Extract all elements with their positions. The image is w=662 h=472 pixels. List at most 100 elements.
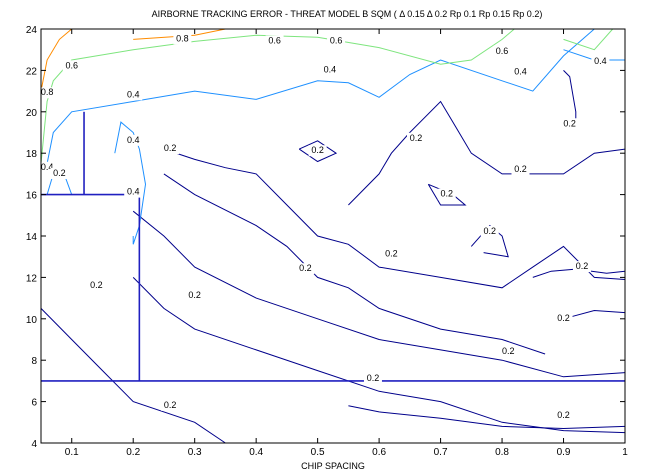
contour-label-bg (554, 410, 573, 422)
contour-label: 0.4 (127, 187, 140, 197)
contour-label: 0.4 (594, 56, 607, 66)
contour-label-bg (560, 118, 579, 130)
x-tick-label: 0.9 (557, 447, 571, 458)
x-tick-label: 1 (622, 447, 628, 458)
contour-label-bg (437, 188, 456, 200)
contour-label: 0.2 (385, 249, 398, 259)
contour-label: 0.8 (41, 87, 54, 97)
contour-label: 0.4 (127, 89, 140, 99)
y-tick-label: 10 (26, 315, 38, 326)
contour-label: 0.4 (127, 135, 140, 145)
y-axis: 4 6 8 10 12 14 16 18 20 22 24 (26, 25, 625, 450)
contour-label-bg (50, 167, 69, 179)
reference-lines (41, 111, 625, 382)
contour-line-02-7 (563, 309, 626, 320)
contour-line-02-9 (298, 140, 338, 163)
contour-label-bg (591, 56, 610, 68)
contour-line-02-5 (163, 148, 626, 289)
contour-label: 0.2 (514, 164, 527, 174)
x-tick-label: 0.5 (311, 447, 325, 458)
contour-line-08-20 (133, 28, 226, 40)
contour-label: 0.2 (53, 168, 66, 178)
contour-label: 0.4 (514, 67, 527, 77)
contour-label: 0.2 (576, 261, 589, 271)
contour-label-bg (493, 45, 512, 57)
contour-label: 0.6 (496, 46, 509, 56)
x-axis: 0.1 0.2 0.3 0.4 0.5 0.6 0.7 0.8 0.9 1 (65, 29, 628, 458)
contour-label-bg (173, 33, 192, 45)
contour-label-bg (124, 89, 143, 101)
contour-label-bg (480, 225, 499, 237)
contour-label: 0.2 (410, 133, 423, 143)
contour-label-bg (308, 145, 327, 157)
y-tick-label: 16 (26, 191, 38, 202)
contour-label-bg (327, 35, 346, 47)
contour-label: 0.4 (324, 64, 337, 74)
y-tick-label: 12 (26, 273, 38, 284)
contour-label-bg (499, 345, 518, 357)
contour-label: 0.6 (65, 60, 78, 70)
contour-label-bg (124, 134, 143, 146)
contour-label: 0.8 (176, 33, 189, 43)
contour-label: 0.2 (90, 280, 103, 290)
contour-line-04-15 (114, 121, 147, 245)
contour-line-02-4 (348, 405, 626, 430)
contour-line-02-12 (563, 70, 577, 123)
contour-line-08-19 (40, 28, 73, 92)
contour-label-bg (511, 66, 530, 78)
contour-label-bg (38, 161, 57, 173)
contour-label-bg (87, 279, 106, 291)
contour-label-bg (382, 248, 401, 260)
contour-line-04-13 (46, 28, 595, 164)
contour-labels: 0.8 0.6 0.60.6 0.40.40.60.40.40.20.20.20.20… (38, 33, 610, 422)
contour-label-bg (363, 372, 382, 384)
contour-line-02-3 (163, 173, 546, 355)
contour-label-bg (161, 143, 180, 155)
chart-title: AIRBORNE TRACKING ERROR - THREAT MODEL B… (152, 9, 543, 19)
x-tick-label: 0.4 (249, 447, 263, 458)
contour-label-bg (185, 290, 204, 302)
contour-label-bg (161, 399, 180, 411)
x-tick-label: 0.3 (188, 447, 202, 458)
y-tick-label: 18 (26, 149, 38, 160)
contour-line-06-17 (40, 28, 515, 164)
contour-label-bg (320, 64, 339, 76)
contour-label: 0.2 (164, 143, 177, 153)
contour-label: 0.2 (188, 290, 201, 300)
contour-label-bg (38, 87, 57, 99)
contour-line-06-18 (563, 28, 614, 51)
y-tick-label: 20 (26, 108, 38, 119)
y-tick-label: 6 (31, 398, 37, 409)
contour-label: 0.4 (41, 162, 54, 172)
x-tick-label: 0.6 (372, 447, 386, 458)
contour-label-bg (265, 35, 284, 47)
contour-line-02-1 (132, 277, 626, 434)
contour-line-02-2 (132, 210, 626, 378)
x-tick-label: 0.1 (65, 447, 79, 458)
contour-label-bg (406, 132, 425, 144)
x-tick-label: 0.8 (495, 447, 509, 458)
contour-label: 0.2 (557, 313, 570, 323)
contour-label: 0.2 (311, 145, 324, 155)
contour-label-bg (124, 186, 143, 198)
y-tick-label: 4 (31, 439, 37, 450)
y-tick-label: 14 (26, 232, 38, 243)
x-axis-label: CHIP SPACING (301, 461, 365, 471)
contour-label: 0.2 (502, 346, 515, 356)
contour-label: 0.2 (367, 373, 380, 383)
x-tick-label: 0.7 (434, 447, 448, 458)
contour-label: 0.2 (164, 400, 177, 410)
contour-label-bg (511, 163, 530, 175)
contour-label: 0.2 (440, 189, 453, 199)
y-tick-label: 24 (26, 25, 38, 36)
contour-line-02-0 (40, 308, 226, 444)
contour-label: 0.6 (268, 35, 281, 45)
contour-line-02-8 (348, 100, 626, 206)
contour-label-bg (296, 263, 315, 275)
x-tick-label: 0.2 (126, 447, 140, 458)
y-tick-label: 22 (26, 66, 38, 77)
contour-label: 0.2 (484, 226, 497, 236)
contour-label: 0.6 (330, 35, 343, 45)
contour-label-bg (62, 60, 81, 72)
